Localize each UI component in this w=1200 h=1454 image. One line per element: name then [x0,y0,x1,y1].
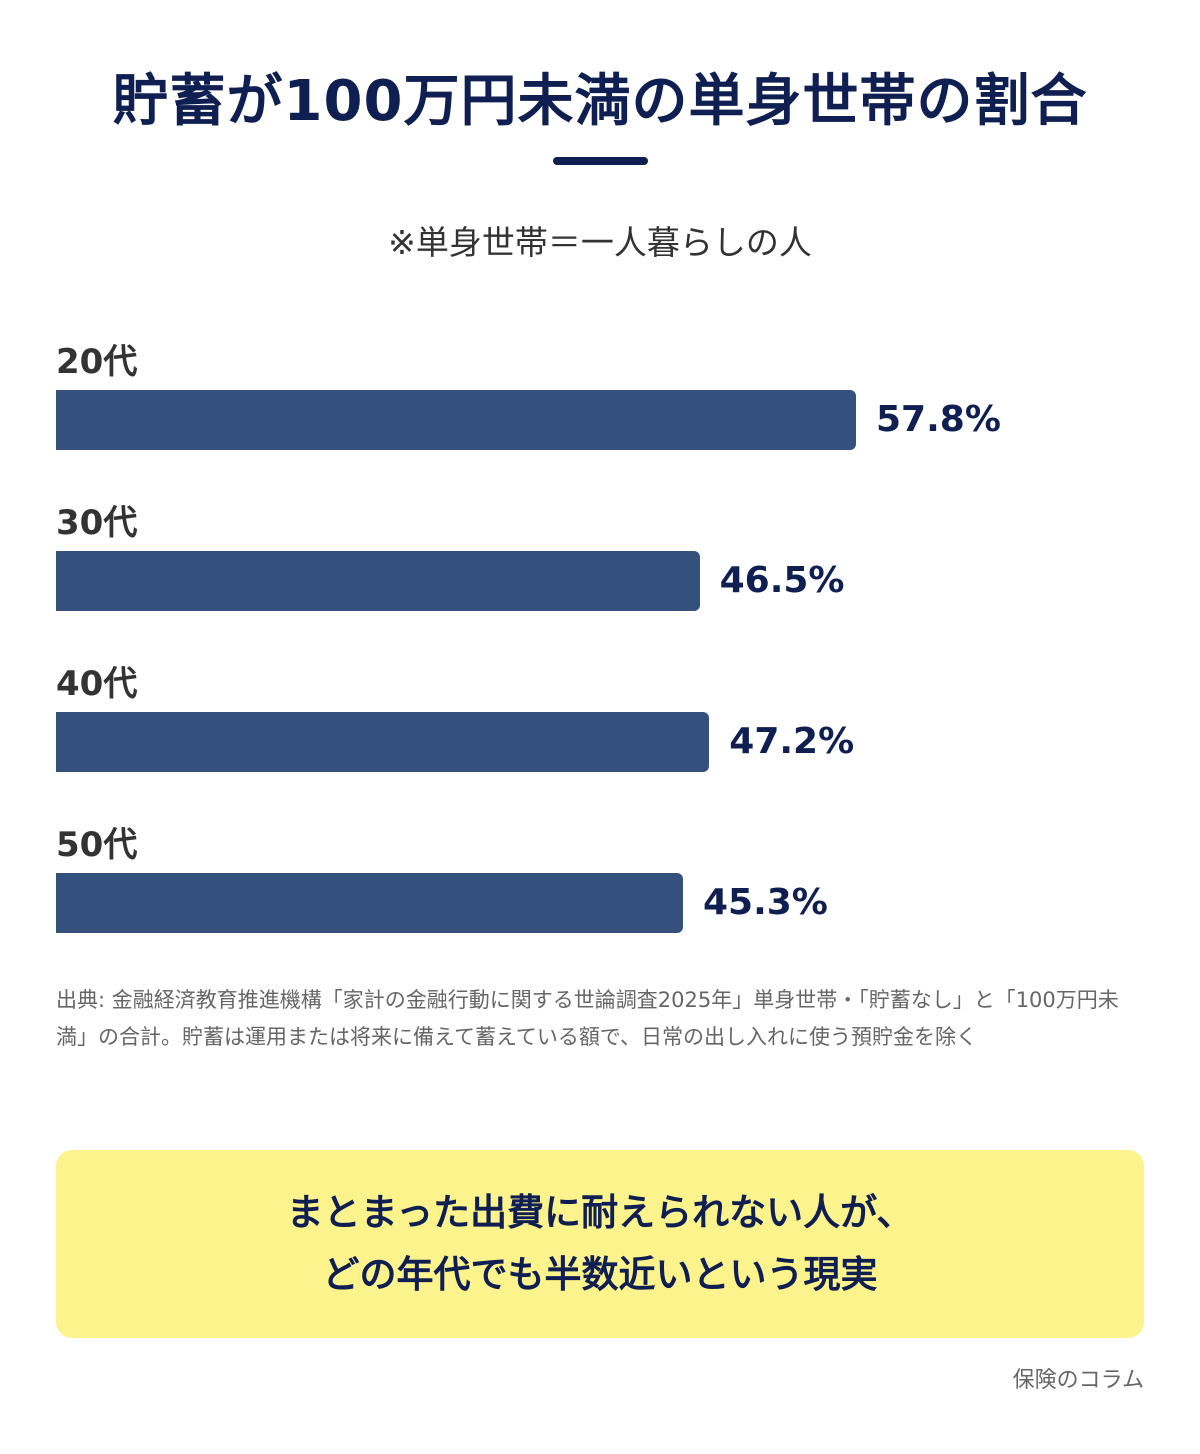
value-label: 46.5% [719,560,845,601]
bar-chart: 20代 57.8% 30代 46.5% 40代 47.2% 50代 45.3% [56,342,1001,933]
category-label: 40代 [56,664,138,704]
callout-box: まとまった出費に耐えられない人が、 どの年代でも半数近いという現実 [56,1150,1144,1338]
bar [56,551,700,611]
chart-subtitle: ※単身世帯＝一人暮らしの人 [388,223,812,262]
bar [56,873,683,933]
chart-title: 貯蓄が100万円未満の単身世帯の割合 [112,69,1088,134]
callout-text: まとまった出費に耐えられない人が、 どの年代でも半数近いという現実 [287,1182,914,1306]
category-label: 50代 [56,825,138,865]
category-label: 30代 [56,503,138,543]
source-note: 出典: 金融経済教育推進機構「家計の金融行動に関する世論調査2025年」単身世帯… [56,988,1119,1049]
callout-line-2: どの年代でも半数近いという現実 [322,1253,878,1296]
bar [56,712,710,772]
title-underline [553,157,648,165]
value-label: 45.3% [702,882,828,923]
publisher-credit: 保険のコラム [1012,1368,1144,1393]
category-label: 20代 [56,342,138,382]
bar [56,390,856,450]
value-label: 57.8% [876,399,1001,440]
value-label: 47.2% [729,721,855,762]
callout-line-1: まとまった出費に耐えられない人が、 [286,1191,914,1234]
